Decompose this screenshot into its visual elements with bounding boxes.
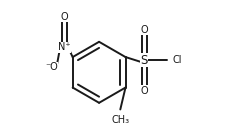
Text: ⁻O: ⁻O bbox=[45, 62, 57, 72]
Text: O: O bbox=[60, 12, 68, 22]
Text: O: O bbox=[140, 86, 147, 96]
Text: CH₃: CH₃ bbox=[111, 115, 129, 125]
Text: Cl: Cl bbox=[171, 55, 181, 65]
Text: O: O bbox=[140, 25, 147, 35]
Text: N⁺: N⁺ bbox=[58, 42, 71, 52]
Text: S: S bbox=[140, 54, 147, 67]
